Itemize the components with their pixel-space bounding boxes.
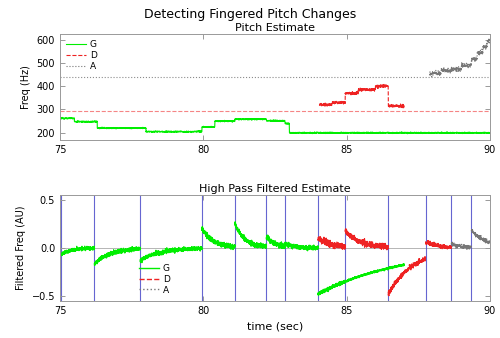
- X-axis label: time (sec): time (sec): [247, 321, 303, 331]
- G: [238, 117, 244, 121]
- Title: Pitch Estimate: Pitch Estimate: [235, 23, 315, 33]
- G: [60, 115, 66, 119]
- G: [262, 117, 268, 121]
- Text: Detecting Fingered Pitch Changes: Detecting Fingered Pitch Changes: [144, 8, 356, 21]
- Line: G: G: [60, 117, 490, 134]
- Y-axis label: Filtered Freq (AU): Filtered Freq (AU): [16, 206, 26, 290]
- Y-axis label: Freq (Hz): Freq (Hz): [21, 65, 31, 109]
- G: [404, 132, 410, 136]
- A: [474, 57, 480, 62]
- Line: D: D: [320, 84, 404, 108]
- G: [487, 130, 493, 135]
- G: [241, 117, 247, 121]
- Line: A: A: [430, 39, 490, 77]
- Legend: G, D, A: G, D, A: [138, 262, 172, 296]
- Title: High Pass Filtered Estimate: High Pass Filtered Estimate: [199, 184, 351, 194]
- A: [452, 66, 458, 70]
- G: [370, 130, 376, 135]
- G: [452, 131, 458, 135]
- A: [487, 41, 493, 45]
- Legend: G, D, A: G, D, A: [64, 38, 98, 73]
- D: [370, 87, 376, 91]
- G: [474, 131, 480, 135]
- G: [57, 116, 63, 120]
